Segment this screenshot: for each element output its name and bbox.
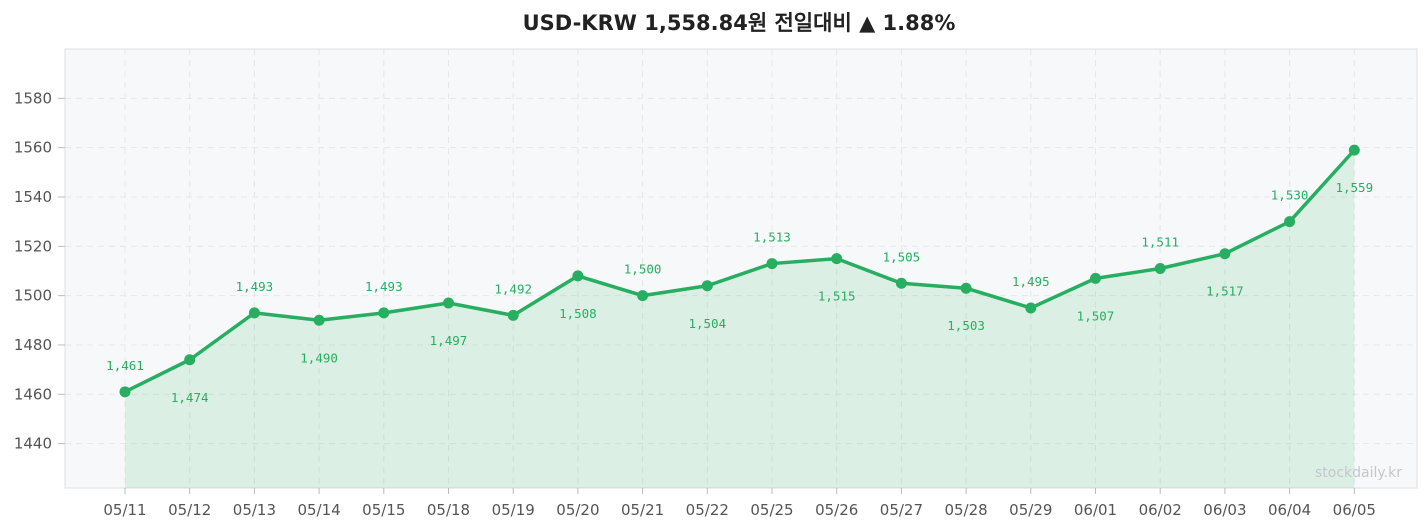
data-point [960, 282, 972, 294]
data-label: 1,515 [818, 289, 856, 304]
plot-area [64, 48, 1418, 489]
y-tick-label: 1540 [14, 188, 52, 206]
data-points-layer [119, 144, 1360, 398]
data-point [1154, 263, 1166, 274]
data-point [572, 270, 584, 282]
data-labels-layer: 1,461 1,474 1,493 1,490 1,493 1,497 1,492 1,508… [106, 180, 1373, 405]
data-label: 1,490 [300, 350, 338, 365]
data-point [119, 386, 131, 398]
x-tick-label: 05/15 [362, 501, 405, 519]
data-point [895, 277, 907, 289]
series-line [123, 148, 1357, 394]
y-tick-label: 1440 [14, 435, 52, 453]
data-label: 1,513 [753, 230, 791, 245]
data-point [507, 309, 519, 321]
data-point [248, 307, 260, 319]
data-point [1284, 216, 1296, 228]
x-tick-label: 05/27 [880, 501, 923, 519]
data-point [1219, 248, 1231, 260]
x-tick-label: 05/26 [815, 501, 858, 519]
data-label: 1,504 [688, 316, 726, 331]
data-point [378, 307, 390, 319]
y-axis-ticks: 1440 1460 1480 1500 1520 1540 1560 1580 [14, 89, 65, 453]
x-tick-label: 05/21 [621, 501, 664, 519]
data-point [443, 297, 454, 309]
y-tick-label: 1560 [14, 139, 52, 157]
data-point [184, 354, 196, 366]
data-point [1025, 302, 1037, 314]
data-point [831, 253, 843, 265]
data-label: 1,530 [1271, 188, 1309, 203]
x-tick-label: 05/25 [750, 501, 793, 519]
x-tick-label: 05/14 [297, 501, 340, 519]
data-point [701, 280, 713, 292]
data-label: 1,461 [106, 358, 144, 373]
x-tick-label: 05/18 [427, 501, 470, 519]
y-tick-label: 1520 [14, 237, 52, 255]
data-point [766, 258, 778, 270]
y-tick-label: 1480 [14, 336, 52, 354]
x-tick-label: 05/13 [233, 501, 276, 519]
data-label: 1,497 [430, 333, 468, 348]
x-tick-label: 06/02 [1139, 501, 1182, 519]
data-point [1090, 272, 1101, 284]
data-point [1348, 144, 1360, 156]
y-tick-label: 1580 [14, 89, 52, 107]
x-tick-label: 05/28 [944, 501, 987, 519]
chart-title: USD-KRW 1,558.84원 전일대비 ▲ 1.88% [523, 11, 956, 35]
x-tick-label: 05/12 [168, 501, 211, 519]
x-tick-label: 06/01 [1074, 501, 1117, 519]
data-label: 1,474 [171, 390, 209, 405]
data-point [313, 314, 325, 326]
area-fill-layer [125, 150, 1355, 488]
x-tick-label: 05/29 [1009, 501, 1052, 519]
x-tick-label: 05/19 [492, 501, 535, 519]
x-tick-label: 05/20 [556, 501, 599, 519]
data-point [637, 290, 649, 302]
series-line-layer [123, 148, 1357, 394]
data-label: 1,503 [947, 318, 985, 333]
y-tick-label: 1460 [14, 385, 52, 403]
grid-lines [65, 49, 1417, 488]
data-label: 1,517 [1206, 284, 1244, 299]
data-label: 1,511 [1141, 235, 1179, 250]
x-tick-label: 05/22 [686, 501, 729, 519]
x-tick-label: 06/03 [1203, 501, 1246, 519]
x-tick-label: 06/05 [1333, 501, 1376, 519]
watermark-text: stockdaily.kr [1315, 465, 1402, 481]
x-tick-label: 05/11 [103, 501, 146, 519]
data-label: 1,507 [1077, 308, 1115, 323]
data-label: 1,492 [494, 281, 532, 296]
x-axis-ticks: 05/11 05/12 05/13 05/14 05/15 05/18 05/19 05/20… [103, 488, 1376, 519]
data-label: 1,495 [1012, 274, 1050, 289]
data-label: 1,493 [236, 279, 274, 294]
x-tick-label: 06/04 [1268, 501, 1311, 519]
data-label: 1,500 [624, 262, 662, 277]
data-label: 1,559 [1335, 180, 1373, 195]
data-label: 1,493 [365, 279, 403, 294]
series-area-fill [125, 150, 1355, 488]
data-label: 1,505 [883, 249, 921, 264]
data-label: 1,508 [559, 306, 597, 321]
y-tick-label: 1500 [14, 287, 52, 305]
